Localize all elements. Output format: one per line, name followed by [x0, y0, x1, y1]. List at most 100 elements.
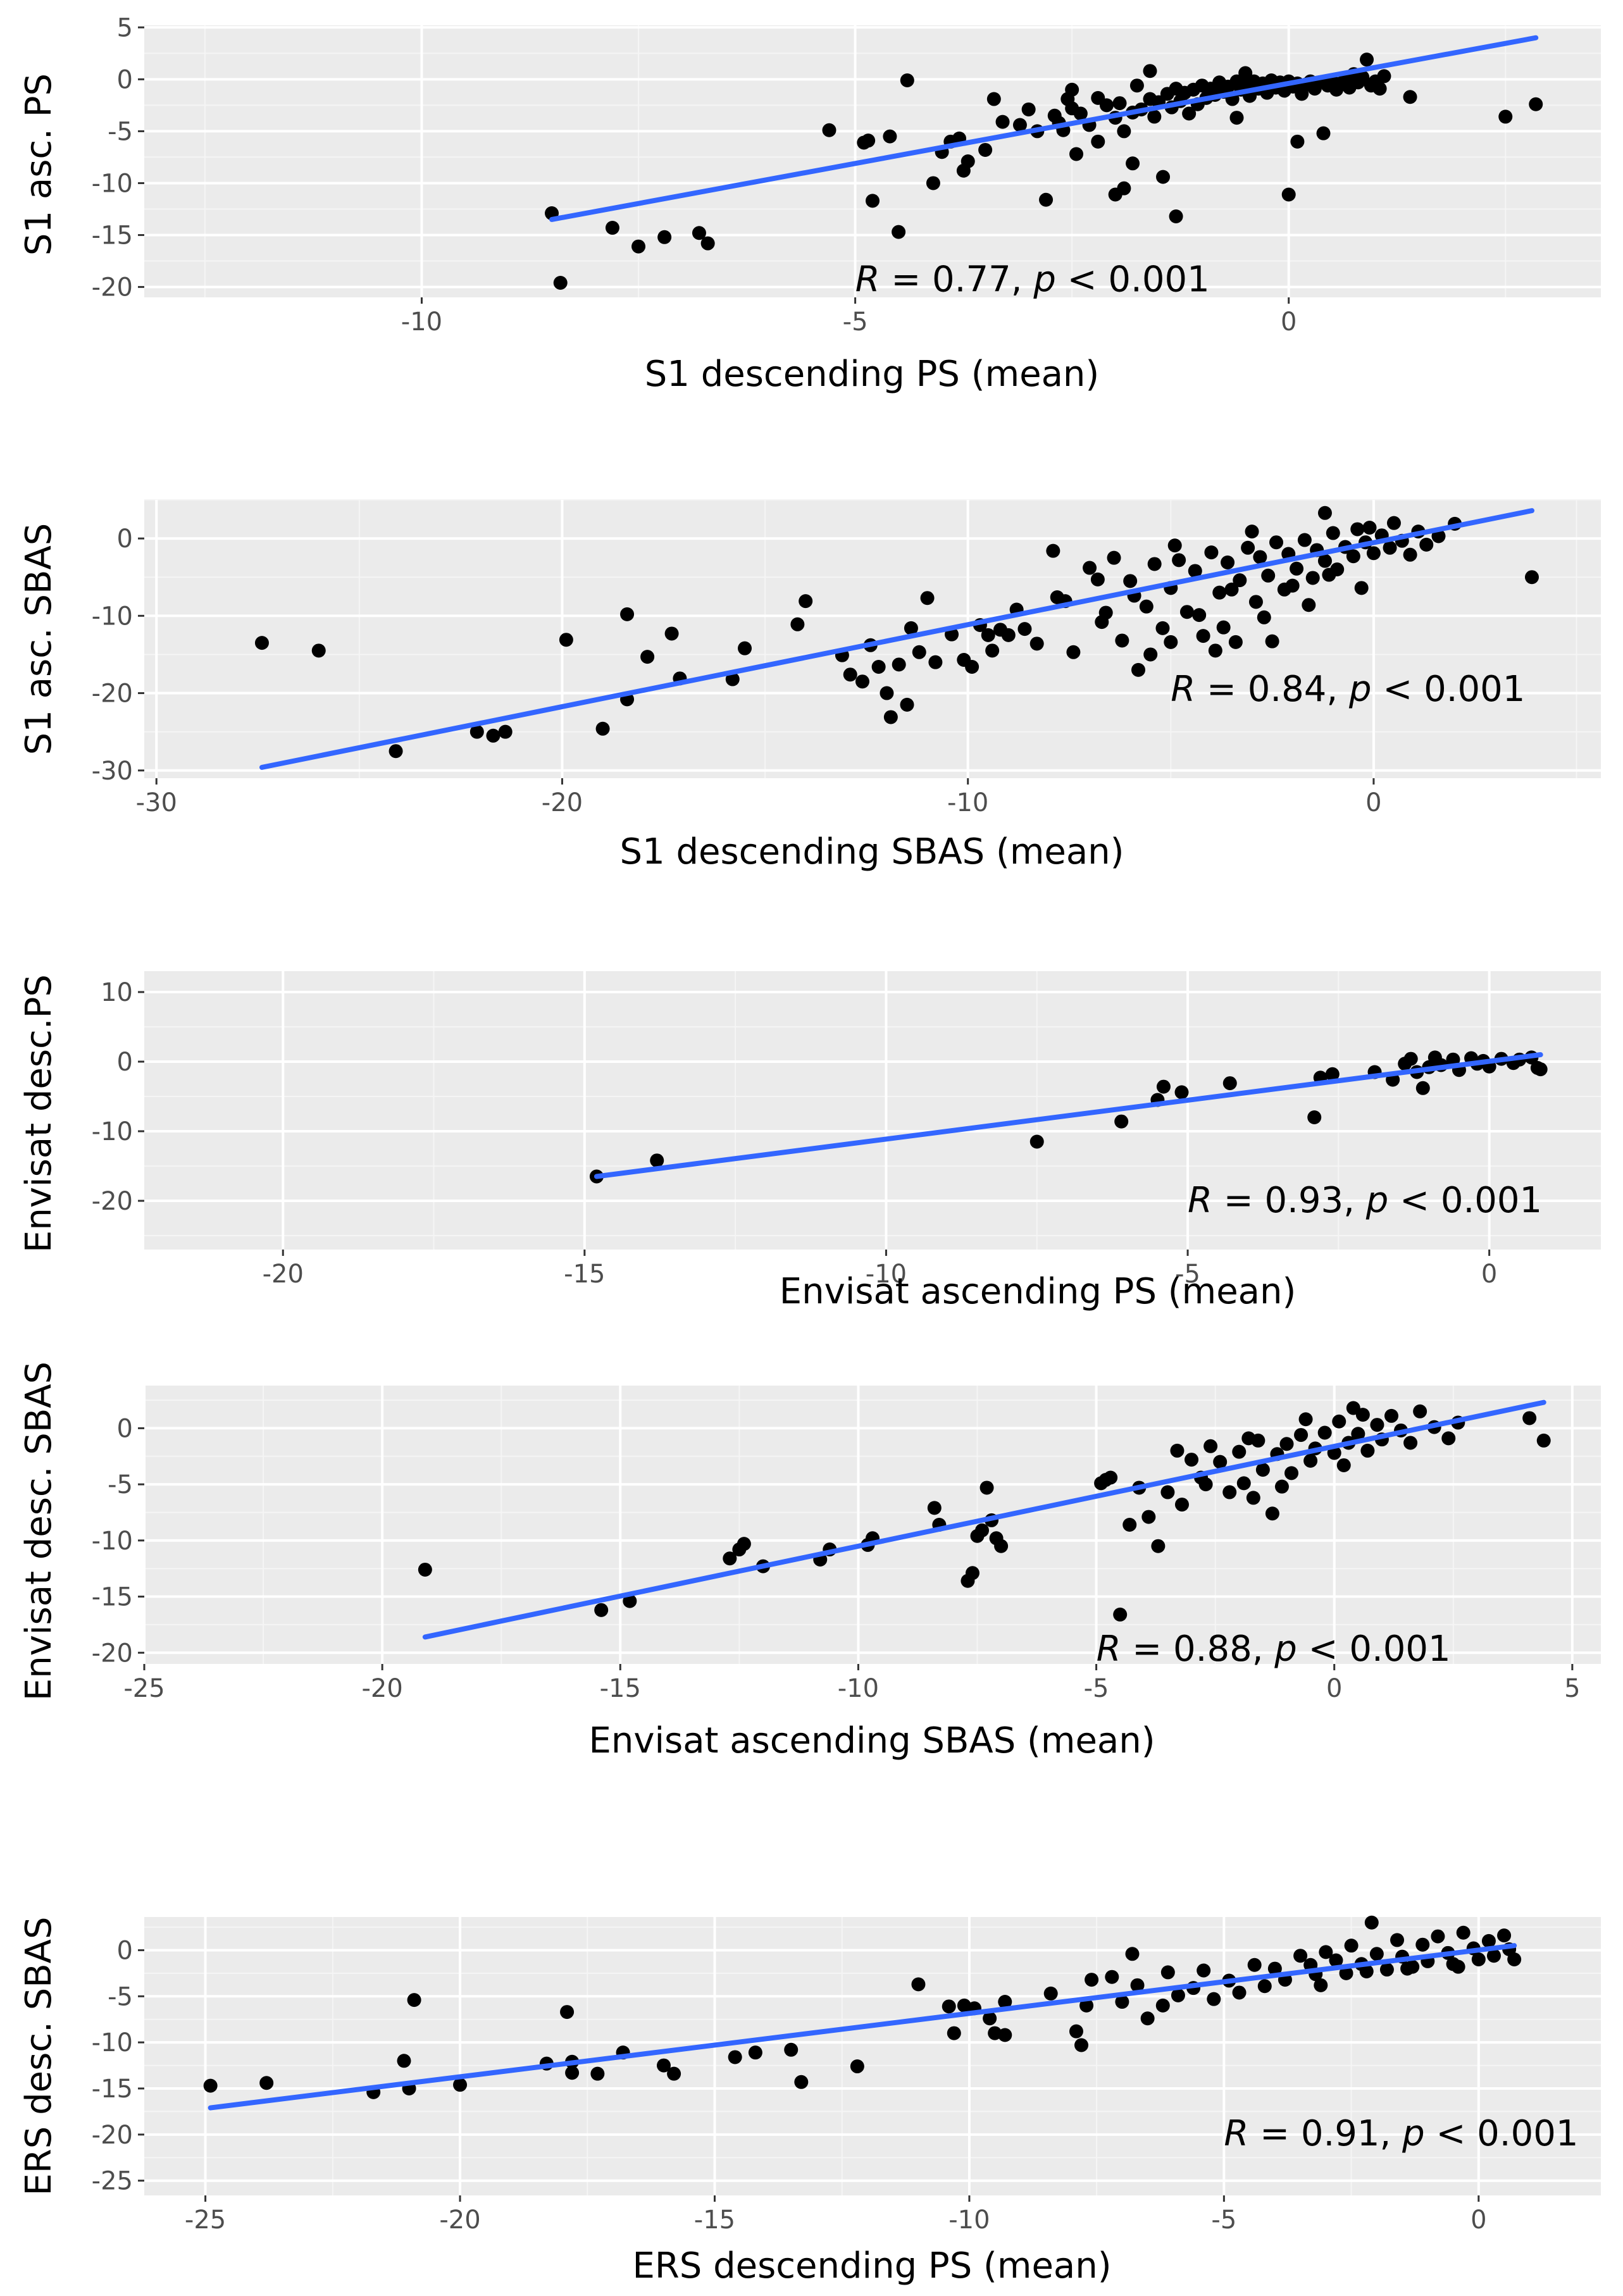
data-point: [1156, 1079, 1171, 1094]
x-tick-label: 0: [1281, 307, 1297, 337]
data-point: [1253, 550, 1267, 564]
data-point: [1079, 1998, 1094, 2013]
data-point: [692, 226, 706, 240]
data-point: [920, 591, 935, 605]
data-point: [1265, 634, 1279, 648]
data-point: [667, 2066, 681, 2081]
data-point: [1123, 574, 1138, 588]
data-point: [1224, 582, 1239, 597]
data-point: [1043, 1986, 1058, 2001]
data-point: [900, 73, 914, 87]
data-point: [1238, 66, 1253, 80]
data-point: [748, 2045, 762, 2060]
data-point: [1143, 64, 1157, 78]
data-point: [1196, 629, 1210, 643]
data-point: [1129, 78, 1144, 93]
data-point: [1369, 1947, 1384, 1961]
data-point: [1536, 1433, 1551, 1448]
y-tick-label: -30: [92, 757, 133, 786]
data-point: [620, 607, 635, 621]
x-tick-label: -10: [947, 788, 988, 817]
data-point: [1115, 1995, 1129, 2009]
regression-line: [422, 1399, 1546, 1640]
y-tick-label: -10: [92, 1117, 133, 1146]
data-point: [1419, 537, 1434, 552]
data-point: [995, 115, 1010, 129]
data-point: [1147, 557, 1162, 571]
data-point: [1326, 526, 1340, 540]
data-point: [1029, 636, 1044, 651]
data-point: [998, 2028, 1012, 2042]
data-point: [928, 655, 943, 669]
data-point: [799, 594, 813, 609]
data-point: [904, 621, 918, 635]
panel-s1-ps: -10 -5 0 5 0 -5 -10 -15 -20 S1 descending PS (me…: [18, 13, 1601, 395]
data-point: [1073, 106, 1088, 121]
y-tick-label: -10: [92, 169, 133, 198]
y-tick-label: -5: [108, 1470, 133, 1499]
data-point: [311, 643, 326, 658]
correlation-annotation: R = 0.91, p < 0.001: [1224, 2113, 1578, 2154]
data-point: [1360, 53, 1374, 67]
data-point: [961, 154, 975, 168]
data-point: [855, 674, 869, 689]
x-tick-label: -15: [600, 1674, 641, 1703]
data-point: [850, 2059, 864, 2074]
panel-background: [144, 971, 1601, 1250]
data-point: [1507, 1952, 1522, 1967]
data-point: [1069, 2024, 1083, 2038]
data-point: [1248, 595, 1263, 609]
y-tick-label: -15: [92, 2075, 133, 2104]
data-point: [723, 1551, 737, 1566]
y-axis-title: S1 asc. PS: [18, 73, 59, 256]
data-point: [1112, 96, 1127, 111]
plot-area: -10 -5 0 5 0 -5 -10 -15 -20: [92, 13, 1601, 337]
data-point: [1265, 1506, 1279, 1521]
data-point: [1284, 1466, 1299, 1480]
data-point: [880, 686, 894, 700]
x-tick-label: -10: [838, 1674, 879, 1703]
data-point: [1279, 1437, 1294, 1451]
data-point: [594, 1603, 609, 1617]
x-tick-label: -15: [564, 1260, 605, 1289]
data-point: [590, 2066, 605, 2081]
x-tick-label: -30: [136, 788, 177, 817]
correlation-annotation: R = 0.93, p < 0.001: [1188, 1180, 1542, 1221]
data-point: [1104, 1470, 1118, 1485]
data-point: [911, 1977, 926, 1992]
data-point: [1497, 1928, 1512, 1943]
correlation-annotation: R = 0.88, p < 0.001: [1097, 1629, 1451, 1670]
data-point: [1192, 608, 1207, 623]
data-point: [1155, 1998, 1170, 2013]
data-point: [1354, 581, 1369, 595]
data-point: [1065, 82, 1079, 97]
data-point: [883, 129, 897, 144]
data-point: [664, 626, 679, 641]
data-point: [1403, 1436, 1418, 1450]
data-point: [1298, 1412, 1313, 1427]
data-point: [1241, 540, 1255, 555]
data-point: [1522, 1411, 1537, 1425]
x-tick-label: 5: [1564, 1674, 1580, 1703]
data-point: [1415, 1081, 1430, 1095]
data-point: [926, 176, 940, 190]
y-tick-label: -20: [92, 2121, 133, 2150]
x-tick-label: -15: [694, 2206, 735, 2235]
y-tick-label: 0: [117, 1936, 133, 1965]
data-point: [1074, 2038, 1089, 2052]
x-tick-label: -5: [843, 307, 868, 337]
y-tick-label: -10: [92, 2028, 133, 2057]
x-tick-label: 0: [1326, 1674, 1342, 1703]
data-point: [1197, 1963, 1211, 1978]
data-point: [1185, 1453, 1199, 1467]
y-tick-label: -5: [108, 117, 133, 146]
data-point: [1179, 605, 1194, 619]
data-point: [1131, 662, 1146, 677]
data-point: [1117, 181, 1131, 195]
data-point: [1160, 1965, 1175, 1980]
data-point: [1257, 610, 1271, 624]
data-point: [656, 2058, 671, 2073]
data-point: [725, 672, 740, 686]
x-axis-title: Envisat ascending SBAS (mean): [588, 1720, 1155, 1761]
